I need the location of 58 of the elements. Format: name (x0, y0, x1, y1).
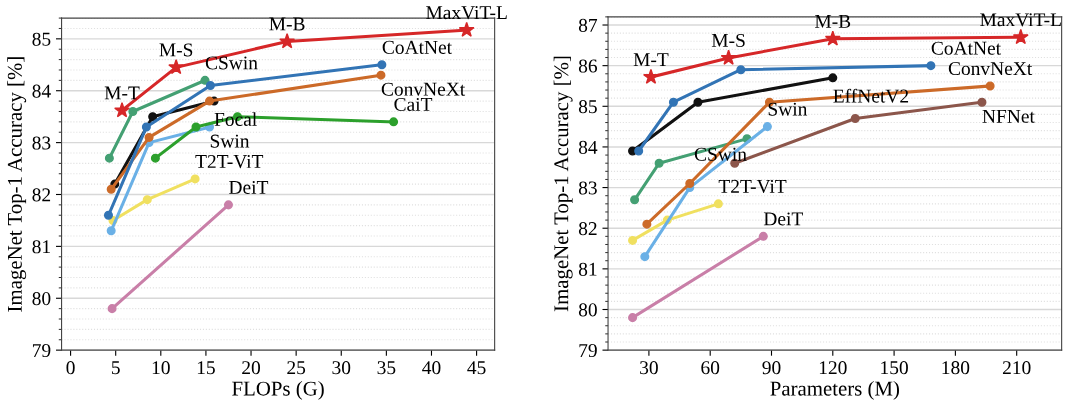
annotation: ConvNeXt (381, 82, 466, 96)
annotation: DeiT (763, 212, 803, 226)
x-tick-label: 30 (640, 361, 658, 375)
x-tick-label: 30 (332, 361, 351, 375)
annotation: CoAtNet (931, 41, 1001, 55)
y-tick-label: 84 (32, 84, 51, 98)
x-tick-label: 35 (377, 361, 396, 375)
x-tick-label: 180 (942, 361, 970, 375)
annotation: M-T (633, 53, 669, 66)
x-tick-label: 0 (66, 361, 75, 375)
annotation: CoAtNet (382, 40, 452, 54)
y-axis-title: ImageNet Top-1 Accuracy [%] (7, 57, 27, 312)
y-tick-label: 79 (32, 344, 51, 358)
y-tick-label: 82 (32, 188, 51, 202)
x-tick-label: 40 (422, 361, 441, 375)
y-tick-label: 83 (32, 136, 51, 150)
annotation: M-S (159, 43, 193, 57)
y-tick-label: 81 (32, 240, 50, 254)
x-tick-label: 120 (819, 361, 847, 375)
x-tick-label: 15 (197, 361, 215, 375)
annotation: ConvNeXt (948, 62, 1033, 76)
x-tick-label: 10 (152, 361, 170, 375)
y-tick-label: 80 (32, 292, 51, 306)
y-tick-label: 84 (578, 140, 598, 154)
x-tick-label: 210 (1002, 361, 1031, 375)
x-tick-label: 150 (881, 361, 908, 375)
annotation: Swin (768, 102, 808, 116)
x-tick-label: 5 (111, 361, 120, 375)
annotation: M-T (104, 86, 140, 100)
annotation: M-B (269, 17, 305, 31)
y-tick-label: 83 (578, 181, 597, 195)
x-axis-title: FLOPs (G) (232, 380, 324, 400)
y-tick-label: 81 (578, 262, 597, 276)
x-tick-label: 60 (701, 361, 720, 375)
y-tick-label: 80 (578, 303, 597, 317)
x-tick-label: 25 (287, 361, 306, 375)
y-tick-label: 79 (579, 344, 597, 358)
annotation: M-S (711, 33, 745, 48)
annotation: CSwin (205, 56, 258, 70)
y-tick-label: 85 (32, 32, 51, 46)
y-tick-label: 87 (578, 18, 598, 32)
y-tick-label: 85 (578, 100, 597, 114)
annotation: CaiT (394, 97, 433, 111)
x-tick-label: 45 (467, 361, 486, 375)
annotation: Swin (210, 134, 250, 148)
annotation: M-B (814, 15, 851, 28)
x-axis-title: Parameters (M) (770, 380, 899, 400)
y-tick-label: 86 (578, 59, 598, 73)
annotation: T2T-ViT (718, 179, 787, 194)
x-tick-label: 90 (762, 361, 781, 375)
annotation: MaxViT-L (426, 6, 507, 20)
annotation: T2T-ViT (195, 154, 264, 169)
annotation: MaxViT-L (980, 13, 1061, 27)
y-tick-label: 82 (578, 222, 597, 236)
annotation: NFNet (982, 109, 1035, 123)
annotation: DeiT (229, 180, 269, 194)
y-axis-title: ImageNet Top-1 Accuracy [%] (553, 56, 573, 312)
x-tick-label: 20 (242, 361, 261, 375)
